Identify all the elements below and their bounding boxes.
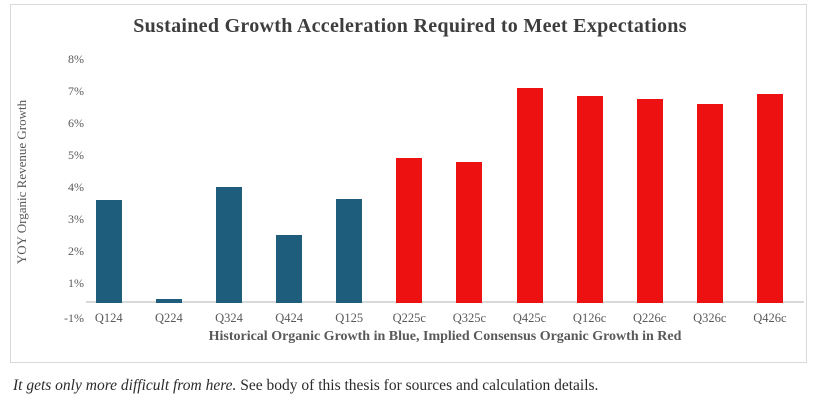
x-tick-label-Q426c: Q426c: [753, 311, 787, 325]
x-tick-label-Q326c: Q326c: [693, 311, 727, 325]
bar-Q224: [155, 299, 182, 303]
x-tick-label-Q225c: Q225c: [392, 311, 426, 325]
bar-Q425c: [516, 87, 543, 303]
bar-Q326c: [696, 103, 723, 303]
y-tick-label: 6%: [68, 116, 84, 131]
x-tick-label-Q325c: Q325c: [452, 311, 487, 325]
x-tick-label-Q124: Q124: [94, 311, 123, 325]
bar-Q426c: [756, 94, 783, 303]
y-tick-label: 2%: [68, 244, 84, 259]
bar-Q424: [276, 235, 303, 303]
y-tick-label: 7%: [68, 84, 84, 99]
footnote: It gets only more difficult from here. S…: [13, 377, 808, 395]
bar-Q226c: [636, 99, 663, 303]
footnote-regular-text: See body of this thesis for sources and …: [236, 377, 599, 394]
x-tick-label-Q224: Q224: [155, 311, 183, 325]
y-tick-label: 3%: [68, 212, 84, 227]
chart-title: Sustained Growth Acceleration Required t…: [133, 15, 687, 37]
bar-Q225c: [396, 158, 423, 303]
bar-Q124: [95, 200, 122, 303]
x-tick-label-Q226c: Q226c: [633, 311, 667, 325]
y-tick-label: 8%: [68, 52, 84, 67]
bar-Q126c: [576, 95, 603, 303]
y-tick-label: 4%: [68, 180, 84, 195]
x-axis-line: [86, 301, 804, 303]
x-tick-label-Q425c: Q425c: [512, 311, 547, 325]
y-tick-label: 5%: [68, 148, 84, 163]
bar-Q125: [336, 198, 363, 303]
footnote-italic-text: It gets only more difficult from here.: [13, 377, 237, 394]
bar-Q325c: [456, 161, 483, 303]
x-tick-label-Q324: Q324: [215, 311, 243, 325]
y-tick-label: -1%: [64, 311, 84, 325]
x-tick-label-Q125: Q125: [335, 311, 364, 325]
x-tick-label-Q424: Q424: [275, 311, 303, 325]
y-tick-label: 1%: [68, 276, 84, 291]
bar-Q324: [216, 187, 242, 303]
x-tick-label-Q126c: Q126c: [572, 311, 607, 325]
x-axis-title: Historical Organic Growth in Blue, Impli…: [208, 329, 682, 344]
